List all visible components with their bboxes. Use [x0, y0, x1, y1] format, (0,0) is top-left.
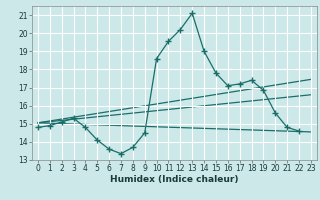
- X-axis label: Humidex (Indice chaleur): Humidex (Indice chaleur): [110, 175, 239, 184]
